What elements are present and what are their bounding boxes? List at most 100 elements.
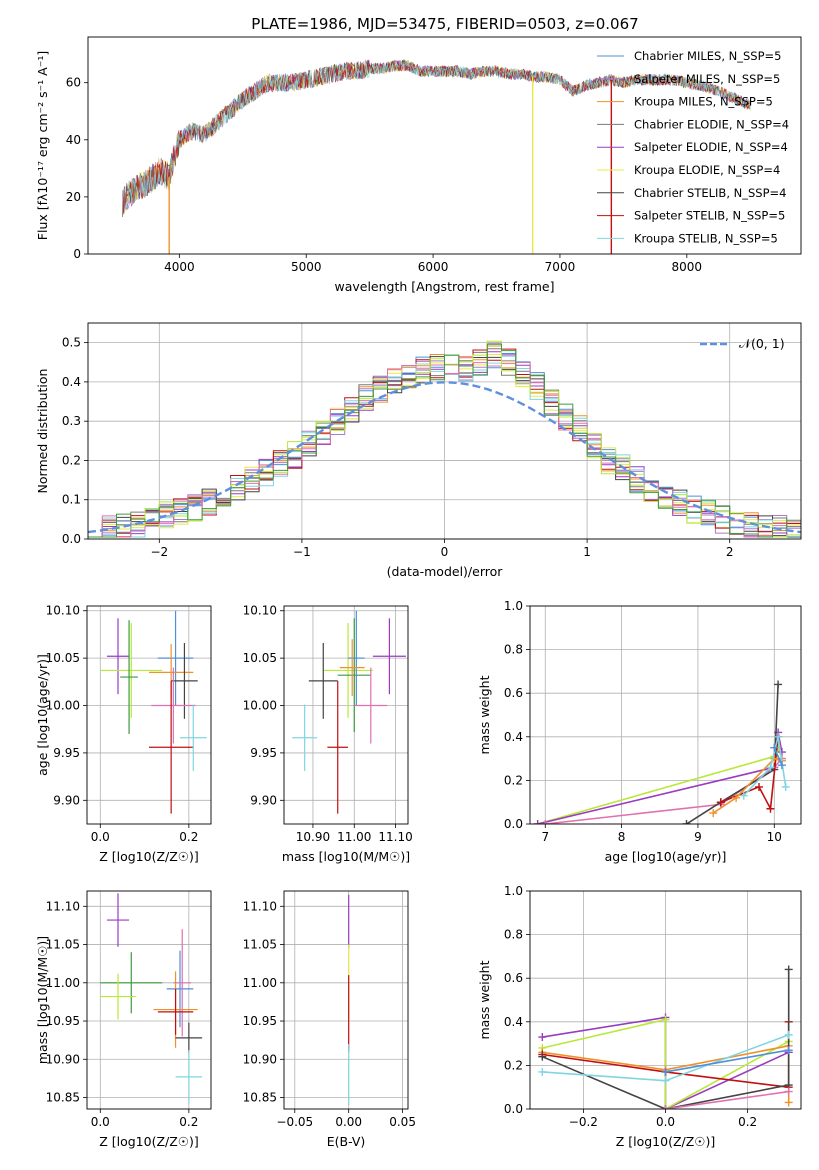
normal-curve xyxy=(88,381,801,534)
weight-marker xyxy=(781,782,790,791)
axes-frame xyxy=(529,890,802,1110)
axes-frame xyxy=(283,890,409,1110)
y-tick-label: 0.0 xyxy=(504,1102,523,1116)
y-tick-label: 11.05 xyxy=(243,938,277,952)
weight-marker xyxy=(709,809,718,818)
errorbar-point xyxy=(166,950,194,1028)
y-tick-label: 0.0 xyxy=(62,532,81,546)
y-tick-label: 10.00 xyxy=(46,699,80,713)
legend-label: Chabrier ELODIE, N_SSP=4 xyxy=(634,117,789,131)
weight-line xyxy=(537,745,783,824)
x-tick-label: −0.2 xyxy=(569,1115,598,1129)
x-tick-label: 2 xyxy=(726,545,734,559)
x-tick-label: 0.2 xyxy=(179,1115,198,1129)
weight-marker xyxy=(755,782,764,791)
legend-label: Chabrier MILES, N_SSP=5 xyxy=(634,49,781,63)
weight-marker xyxy=(784,965,793,974)
errorbar-point xyxy=(100,973,136,1020)
x-axis-label: Z [log10(Z/Z☉)] xyxy=(99,1134,199,1149)
axes-frame xyxy=(87,36,802,255)
errorbar-point xyxy=(292,704,318,771)
errorbar-point xyxy=(106,893,130,947)
y-tick-label: 9.95 xyxy=(53,746,80,760)
y-tick-label: 9.90 xyxy=(53,793,80,807)
age-vs-metallicity-panel: 0.0 0.2 9.90 9.95 10.00 10.05 10.10 Z [log10(Z/… xyxy=(35,604,212,864)
axes-frame xyxy=(529,605,802,825)
weight-marker xyxy=(538,1033,547,1042)
figure-title: PLATE=1986, MJD=53475, FIBERID=0503, z=0… xyxy=(251,15,638,33)
x-tick-label: 10.90 xyxy=(296,830,330,844)
y-tick-label: 10.05 xyxy=(243,651,277,665)
weight-marker xyxy=(774,732,783,741)
errorbar-point xyxy=(175,1022,203,1054)
weight-marker xyxy=(538,1067,547,1076)
x-tick-label: 6000 xyxy=(418,260,449,274)
errorbar-point xyxy=(180,704,207,771)
legend: Chabrier MILES, N_SSP=5 Salpeter MILES, N… xyxy=(597,49,789,245)
x-tick-label: 0.00 xyxy=(335,1115,362,1129)
errorbar-point xyxy=(337,618,371,733)
spectrum-line xyxy=(122,60,751,217)
y-tick-label: 0.2 xyxy=(62,453,81,467)
axes-frame xyxy=(86,890,212,1110)
y-tick-label: 0 xyxy=(73,247,81,261)
weight-marker xyxy=(682,820,691,824)
x-tick-label: 0.0 xyxy=(91,830,110,844)
x-tick-label: 7000 xyxy=(545,260,576,274)
weight-marker xyxy=(784,1030,793,1039)
errorbar-point xyxy=(173,929,192,1037)
y-tick-label: 0.8 xyxy=(504,928,523,942)
x-tick-label: 10 xyxy=(767,830,782,844)
y-tick-label: 0.6 xyxy=(504,686,523,700)
x-tick-label: 1 xyxy=(583,545,591,559)
legend-label: Kroupa ELODIE, N_SSP=4 xyxy=(634,163,780,177)
weight-line xyxy=(665,1049,789,1073)
weight-marker xyxy=(766,763,775,772)
x-axis-label: age [log10(age/yr)] xyxy=(605,849,727,864)
errorbar-point xyxy=(106,618,130,695)
plot-area xyxy=(88,340,801,538)
weight-marker xyxy=(732,793,741,802)
legend-label: Chabrier STELIB, N_SSP=4 xyxy=(634,186,786,200)
spectrum-panel: 4000 5000 6000 7000 8000 0 20 40 60 wavelength [A… xyxy=(35,36,802,294)
y-tick-label: 0.4 xyxy=(62,375,81,389)
x-tick-label: 11.00 xyxy=(337,830,371,844)
legend-label: Salpeter STELIB, N_SSP=5 xyxy=(634,209,785,223)
x-tick-label: 8000 xyxy=(672,260,703,274)
errorbar-point xyxy=(175,1050,203,1104)
axes-frame xyxy=(283,605,409,825)
weight-vs-metallicity-panel: −0.2 0.0 0.2 0.0 0.2 0.4 0.6 0.8 1.0 Z [log10(Z/Z… xyxy=(477,884,802,1149)
x-tick-label: 0.0 xyxy=(656,1115,675,1129)
x-tick-label: 7 xyxy=(541,830,549,844)
legend-label: Kroupa STELIB, N_SSP=5 xyxy=(634,231,778,245)
x-axis-label: mass [log10(M/M☉)] xyxy=(282,849,410,864)
x-tick-label: 4000 xyxy=(164,260,195,274)
mass-vs-metallicity-panel: 0.0 0.2 10.85 10.90 10.95 11.00 11.05 11.10 Z [l… xyxy=(35,890,212,1149)
errorbar-point xyxy=(327,680,349,814)
y-axis-label: Flux [fλ10⁻¹⁷ erg cm⁻² s⁻¹ A⁻¹] xyxy=(35,51,50,240)
x-tick-label: −0.05 xyxy=(276,1115,313,1129)
y-tick-label: 10.90 xyxy=(243,1052,277,1066)
y-axis-label: mass weight xyxy=(477,675,492,754)
weight-marker xyxy=(770,743,779,752)
y-axis-label: mass [log10(M/M☉)] xyxy=(35,936,50,1064)
x-tick-label: 9 xyxy=(694,830,702,844)
weight-marker xyxy=(661,1076,670,1085)
errorbar-point xyxy=(308,642,338,719)
y-tick-label: 10.05 xyxy=(46,651,80,665)
y-tick-label: 1.0 xyxy=(504,884,523,898)
legend-label: Kroupa MILES, N_SSP=5 xyxy=(634,95,773,109)
x-axis-label: (data-model)/error xyxy=(387,564,504,579)
weight-marker xyxy=(784,1087,793,1096)
x-tick-label: 11.10 xyxy=(378,830,412,844)
y-tick-label: 10.90 xyxy=(46,1052,80,1066)
y-axis-label: age [log10(age/yr)] xyxy=(35,654,50,776)
y-tick-label: 10.85 xyxy=(243,1091,277,1105)
axes-frame xyxy=(86,605,212,825)
y-tick-label: 0.2 xyxy=(504,1058,523,1072)
y-tick-label: 0.8 xyxy=(504,643,523,657)
x-tick-label: −2 xyxy=(150,545,168,559)
y-tick-label: 11.05 xyxy=(46,938,80,952)
weight-line xyxy=(537,732,783,824)
weight-marker xyxy=(661,1015,670,1024)
